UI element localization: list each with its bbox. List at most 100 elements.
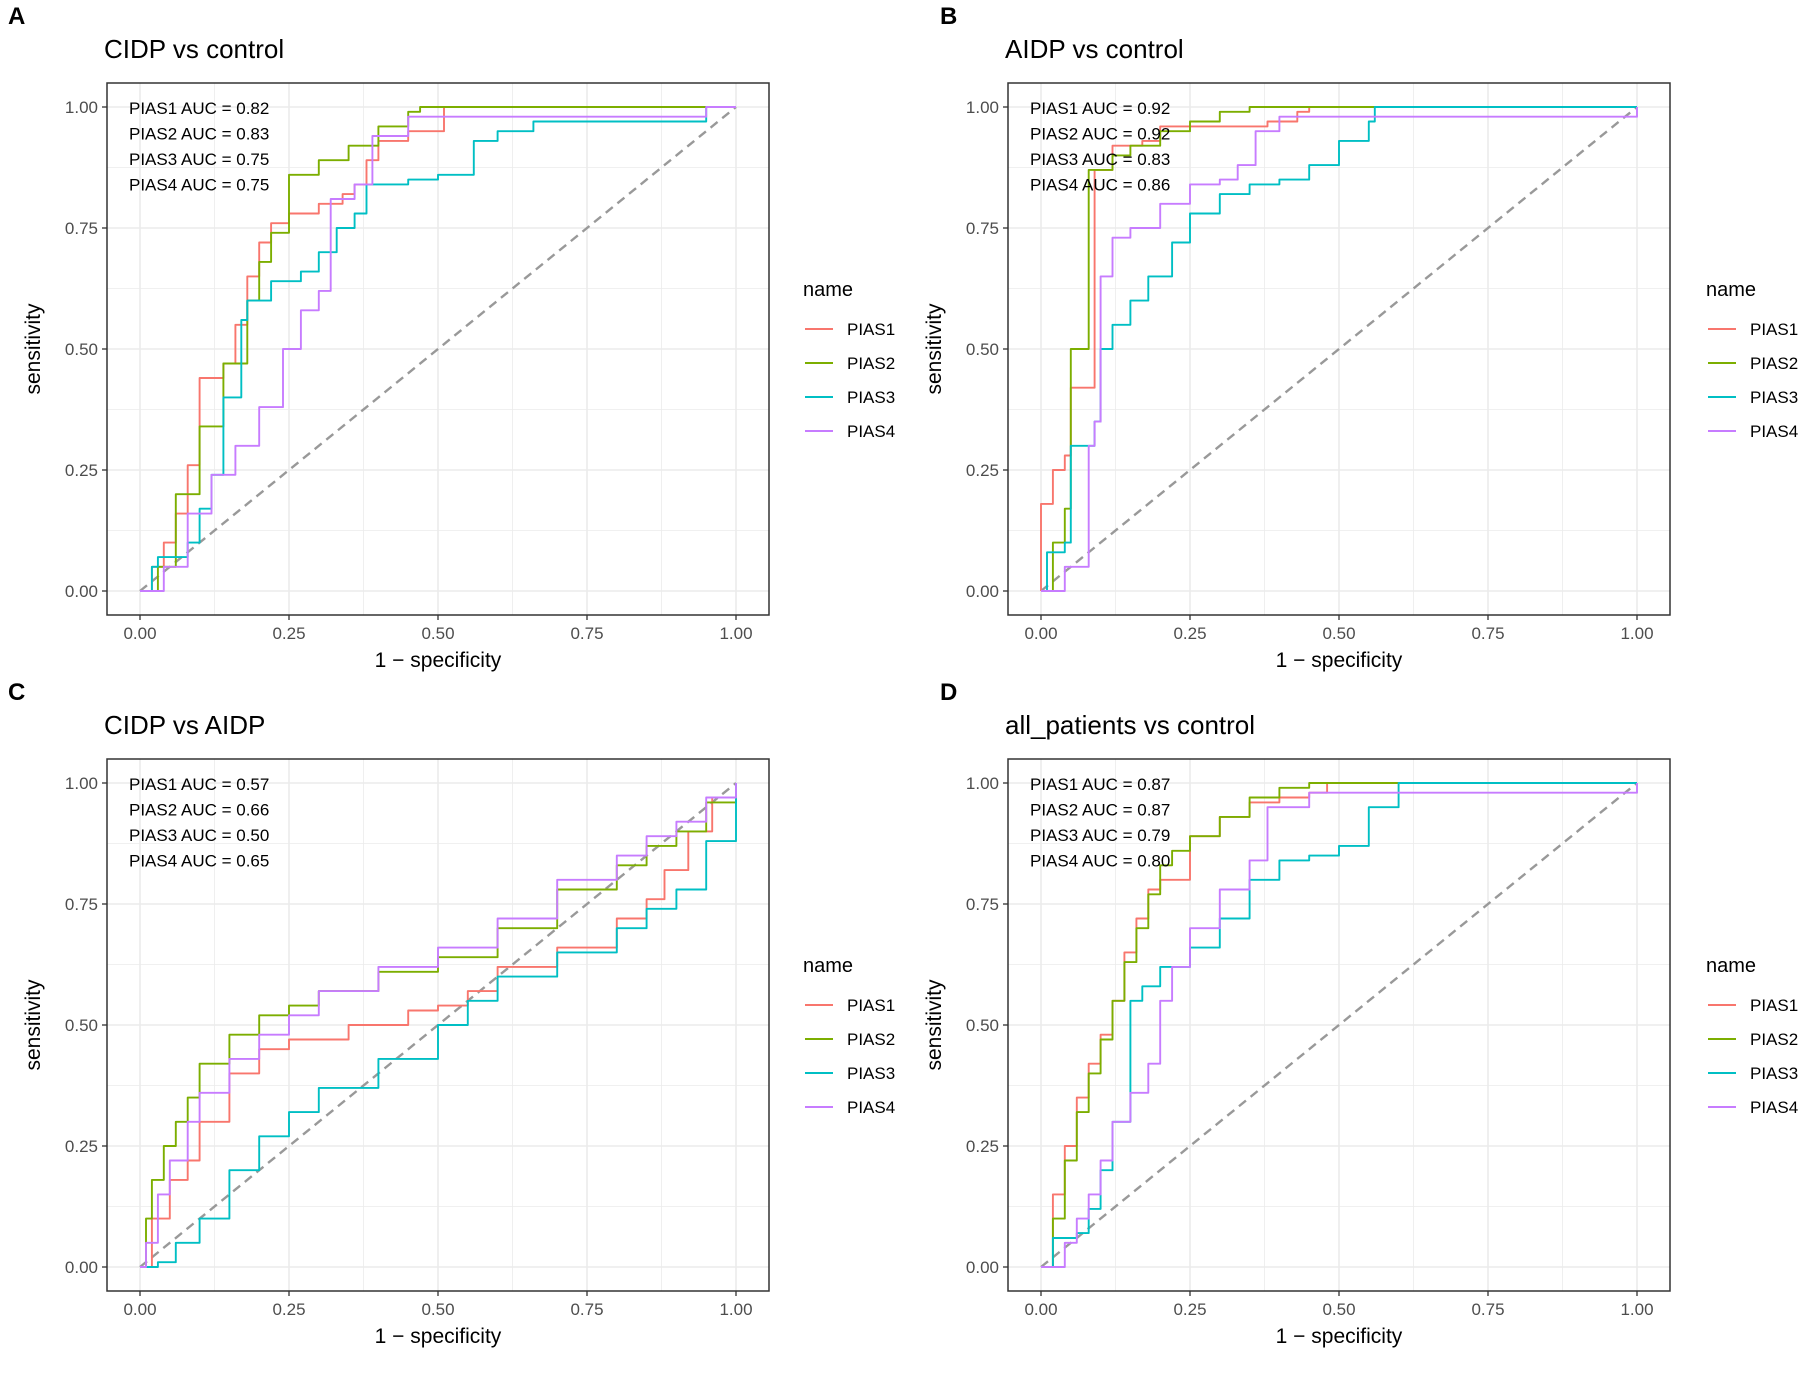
auc-annotation: PIAS1 AUC = 0.87 — [1030, 775, 1170, 794]
y-tick-label: 0.75 — [65, 219, 98, 238]
plot-title: AIDP vs control — [1005, 34, 1184, 64]
x-axis-title: 1 − specificity — [1276, 1325, 1403, 1348]
panel-letter: B — [940, 3, 957, 30]
legend-title: name — [803, 955, 853, 977]
legend-label: PIAS1 — [847, 320, 895, 339]
auc-annotation: PIAS3 AUC = 0.83 — [1030, 150, 1170, 169]
roc-line-pias3 — [140, 783, 737, 1268]
y-tick-label: 0.00 — [966, 582, 999, 601]
auc-annotation: PIAS4 AUC = 0.86 — [1030, 176, 1170, 195]
y-axis-title: sensitivity — [923, 303, 946, 395]
auc-annotation: PIAS2 AUC = 0.66 — [129, 801, 269, 820]
auc-annotation: PIAS3 AUC = 0.75 — [129, 150, 269, 169]
y-axis-title: sensitivity — [22, 979, 45, 1071]
x-axis-title: 1 − specificity — [1276, 649, 1403, 672]
auc-annotation: PIAS2 AUC = 0.83 — [129, 125, 269, 144]
x-tick-label: 0.25 — [272, 624, 305, 643]
x-tick-label: 0.75 — [1471, 624, 1504, 643]
x-tick-label: 0.50 — [1322, 624, 1355, 643]
x-tick-label: 1.00 — [1620, 1300, 1653, 1319]
roc-line-pias4 — [1041, 107, 1638, 592]
y-tick-label: 0.75 — [65, 895, 98, 914]
y-tick-label: 0.25 — [65, 1137, 98, 1156]
roc-line-pias3 — [1041, 106, 1637, 592]
x-tick-label: 0.00 — [1024, 1300, 1057, 1319]
legend-title: name — [1706, 279, 1756, 301]
x-tick-label: 1.00 — [719, 1300, 752, 1319]
roc-line-pias3 — [1041, 782, 1637, 1268]
auc-annotation: PIAS4 AUC = 0.75 — [129, 176, 269, 195]
legend-label: PIAS4 — [847, 1098, 895, 1117]
reference-diagonal-line — [1040, 106, 1638, 592]
roc-line-pias2 — [1041, 106, 1637, 592]
y-tick-label: 0.75 — [966, 219, 999, 238]
roc-line-pias2 — [1041, 782, 1637, 1268]
legend-title: name — [803, 279, 853, 301]
legend-label: PIAS2 — [1750, 1030, 1798, 1049]
legend-label: PIAS4 — [1750, 1098, 1798, 1117]
legend: name PIAS1 PIAS2 PIAS3 PIAS4 — [1706, 279, 1798, 441]
legend-label: PIAS3 — [1750, 1064, 1798, 1083]
plot-title: CIDP vs AIDP — [104, 710, 265, 740]
legend-label: PIAS1 — [1750, 320, 1798, 339]
legend-title: name — [1706, 955, 1756, 977]
y-tick-label: 1.00 — [966, 774, 999, 793]
y-tick-label: 1.00 — [65, 98, 98, 117]
panel-letter: A — [8, 3, 25, 30]
legend-label: PIAS4 — [1750, 422, 1798, 441]
x-tick-label: 0.25 — [1173, 624, 1206, 643]
roc-line-pias1 — [140, 106, 736, 592]
x-tick-label: 1.00 — [719, 624, 752, 643]
y-tick-label: 1.00 — [966, 98, 999, 117]
x-tick-label: 0.00 — [123, 1300, 156, 1319]
y-tick-label: 0.25 — [966, 461, 999, 480]
y-tick-label: 0.25 — [65, 461, 98, 480]
y-tick-label: 0.00 — [65, 582, 98, 601]
auc-annotation: PIAS1 AUC = 0.57 — [129, 775, 269, 794]
x-axis-title: 1 − specificity — [375, 1325, 502, 1348]
y-tick-label: 0.50 — [966, 1016, 999, 1035]
legend-label: PIAS2 — [847, 1030, 895, 1049]
x-tick-label: 0.00 — [123, 624, 156, 643]
x-tick-label: 1.00 — [1620, 624, 1653, 643]
x-tick-label: 0.00 — [1024, 624, 1057, 643]
y-axis-title: sensitivity — [22, 303, 45, 395]
plot-title: all_patients vs control — [1005, 710, 1255, 740]
auc-annotation: PIAS1 AUC = 0.82 — [129, 99, 269, 118]
auc-annotation: PIAS2 AUC = 0.92 — [1030, 125, 1170, 144]
x-axis-title: 1 − specificity — [375, 649, 502, 672]
panel-a: A CIDP vs control PIAS1 AUC = 0.82 PIAS2 AU… — [8, 3, 895, 672]
panel-letter: C — [8, 679, 25, 706]
roc-line-pias4 — [140, 783, 737, 1268]
plot-title: CIDP vs control — [104, 34, 284, 64]
y-tick-label: 0.50 — [966, 340, 999, 359]
x-tick-label: 0.25 — [272, 1300, 305, 1319]
legend-label: PIAS3 — [847, 388, 895, 407]
legend-label: PIAS3 — [1750, 388, 1798, 407]
roc-line-pias4 — [1041, 783, 1638, 1268]
y-axis-title: sensitivity — [923, 979, 946, 1071]
panel-letter: D — [940, 679, 957, 706]
auc-annotation: PIAS2 AUC = 0.87 — [1030, 801, 1170, 820]
y-tick-label: 0.50 — [65, 1016, 98, 1035]
y-tick-label: 0.50 — [65, 340, 98, 359]
x-tick-label: 0.50 — [421, 624, 454, 643]
x-tick-label: 0.50 — [1322, 1300, 1355, 1319]
legend-label: PIAS4 — [847, 422, 895, 441]
roc-line-pias3 — [140, 106, 736, 592]
x-tick-label: 0.25 — [1173, 1300, 1206, 1319]
auc-annotation: PIAS3 AUC = 0.79 — [1030, 826, 1170, 845]
roc-line-pias4 — [140, 106, 736, 592]
reference-diagonal-line — [139, 106, 737, 592]
panel-b: B AIDP vs control PIAS1 AUC = 0.92 PIAS2 AU… — [923, 3, 1798, 672]
legend-label: PIAS3 — [847, 1064, 895, 1083]
y-tick-label: 0.00 — [966, 1258, 999, 1277]
x-tick-label: 0.75 — [1471, 1300, 1504, 1319]
x-tick-label: 0.75 — [570, 624, 603, 643]
reference-diagonal-line — [1040, 782, 1638, 1268]
x-tick-label: 0.75 — [570, 1300, 603, 1319]
legend-label: PIAS1 — [847, 996, 895, 1015]
legend: name PIAS1 PIAS2 PIAS3 PIAS4 — [1706, 955, 1798, 1117]
auc-annotation: PIAS1 AUC = 0.92 — [1030, 99, 1170, 118]
